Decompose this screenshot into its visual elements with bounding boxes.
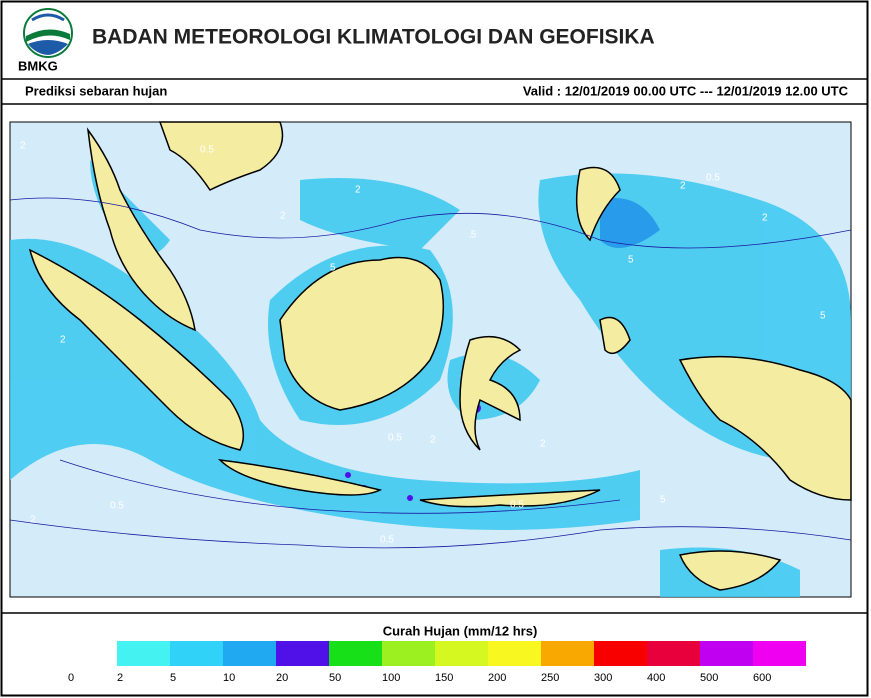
contour-label: 2 [355, 185, 361, 196]
legend-label: 300 [594, 672, 612, 684]
legend-swatch [700, 641, 753, 666]
contour-label: 2 [762, 213, 768, 224]
legend-label: 150 [435, 672, 453, 684]
contour-label: 5 [660, 495, 666, 506]
contour-label: 2 [680, 181, 686, 192]
contours [9, 197, 852, 549]
legend-label: 200 [488, 672, 506, 684]
contour-label: 2 [20, 141, 26, 152]
legend-label: 0 [68, 672, 74, 684]
legend-label: 250 [541, 672, 559, 684]
contour-label: 2 [540, 439, 546, 450]
legend-swatch [329, 641, 382, 666]
contour-label: 0.5 [510, 500, 524, 511]
legend-label: 100 [382, 672, 400, 684]
legend-swatch [382, 641, 435, 666]
legend-label: 20 [276, 672, 288, 684]
legend-swatch [753, 641, 806, 666]
legend-label: 10 [223, 672, 235, 684]
legend-swatch [223, 641, 276, 666]
contour-label: 0.5 [200, 145, 214, 156]
legend-swatch [647, 641, 700, 666]
legend-title: Curah Hujan (mm/12 hrs) [383, 623, 538, 638]
logo-text: BMKG [18, 58, 58, 73]
subheader-left: Prediksi sebaran hujan [25, 83, 167, 98]
contour-label: 5 [628, 255, 634, 266]
legend-swatch [435, 641, 488, 666]
legend-label: 50 [329, 672, 341, 684]
contour-label: 5 [330, 263, 336, 274]
legend-label: 5 [170, 672, 176, 684]
contour-label: .5 [468, 230, 477, 241]
contour-label: 2 [60, 335, 66, 346]
legend-label: 400 [647, 672, 665, 684]
contour-label: 2 [280, 211, 286, 222]
contour-label: 5 [820, 311, 826, 322]
legend-label: 500 [700, 672, 718, 684]
contour-label: 2 [430, 435, 436, 446]
legend-label: 600 [753, 672, 771, 684]
legend-label: 2 [117, 672, 123, 684]
legend-swatch [117, 641, 170, 666]
map: 2 0.5 2 5 2 .5 5 2 0.5 2 0.5 2 5 0.5 2 0.5 2 5 2 0.5 [9, 121, 852, 598]
subheader-right: Valid : 12/01/2019 00.00 UTC --- 12/01/2… [523, 83, 849, 98]
contour-label: 0.5 [380, 535, 394, 546]
legend-swatch [541, 641, 594, 666]
land [28, 121, 852, 591]
legend-swatch [170, 641, 223, 666]
logo [23, 8, 73, 58]
contour-label: 0.5 [388, 433, 402, 444]
legend-swatch [488, 641, 541, 666]
legend: 0 2 5 10 20 50 100 150 200 250 300 400 500 600 [68, 641, 806, 684]
header-title: BADAN METEOROLOGI KLIMATOLOGI DAN GEOFIS… [92, 26, 655, 49]
contour-label: 0.5 [110, 501, 124, 512]
contour-labels: 2 0.5 2 5 2 .5 5 2 0.5 2 0.5 2 5 0.5 2 0.5 2 5 2 0.5 [20, 141, 826, 546]
legend-swatch [594, 641, 647, 666]
contour-label: 2 [30, 515, 36, 526]
contour-label: 0.5 [706, 173, 720, 184]
legend-swatch [276, 641, 329, 666]
